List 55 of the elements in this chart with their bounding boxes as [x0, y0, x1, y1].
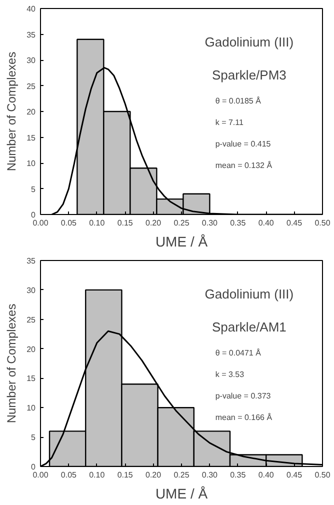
y-axis-title: Number of Complexes	[4, 304, 19, 424]
y-axis-title: Number of Complexes	[4, 52, 19, 172]
y-tick-label: 5	[31, 184, 36, 194]
x-tick-label: 0.50	[314, 470, 331, 480]
annotation: θ = 0.0185 Å	[215, 96, 262, 106]
x-tick-label: 0.35	[230, 470, 246, 480]
x-tick-label: 0.20	[146, 470, 162, 480]
x-tick-label: 0.25	[174, 218, 190, 228]
x-tick-label: 0.35	[230, 218, 246, 228]
text: Gadolinium (III)	[204, 286, 294, 302]
y-tick-label: 25	[26, 315, 36, 324]
annotation: θ = 0.0471 Å	[215, 348, 262, 358]
y-tick-label: 15	[26, 133, 36, 142]
text: Gadolinium (III)	[204, 34, 294, 50]
annotation: mean = 0.166 Å	[215, 413, 273, 422]
y-tick-label: 20	[26, 344, 36, 354]
y-tick-label: 20	[26, 108, 36, 116]
x-tick-label: 0.40	[258, 470, 274, 480]
y-tick-label: 25	[26, 82, 36, 91]
x-axis-title: UME / Å	[155, 486, 208, 502]
annotation: p-value = 0.415	[215, 140, 272, 149]
y-tick-label: 15	[26, 374, 36, 384]
y-tick-label: 10	[26, 404, 36, 413]
annotation: k = 7.11	[215, 118, 244, 127]
annotation: mean = 0.132 Å	[215, 161, 273, 170]
x-tick-label: 0.05	[60, 218, 78, 228]
y-tick-label: 0	[31, 462, 36, 472]
x-tick-label: 0.30	[202, 218, 218, 228]
x-tick-label: 0.10	[89, 470, 106, 480]
x-tick-label: 0.00	[32, 218, 49, 228]
y-tick-label: 10	[26, 159, 36, 168]
y-tick-label: 35	[26, 256, 36, 266]
y-tick-label: 30	[26, 56, 36, 65]
x-tick-label: 0.20	[146, 218, 162, 228]
text: Sparkle/PM3	[212, 68, 286, 83]
x-tick-label: 0.45	[286, 470, 303, 480]
x-tick-label: 0.05	[60, 470, 78, 480]
y-tick-label: 0	[31, 210, 36, 220]
annotation: k = 3.53	[215, 370, 245, 379]
y-tick-label: 5	[31, 433, 36, 442]
text: Sparkle/AM1	[212, 320, 286, 335]
x-tick-label: 0.30	[202, 470, 218, 480]
x-tick-label: 0.40	[258, 218, 274, 228]
x-tick-label: 0.00	[32, 470, 49, 480]
y-tick-label: 35	[26, 30, 36, 40]
x-axis-title: UME / Å	[155, 234, 208, 250]
x-tick-label: 0.15	[117, 470, 134, 480]
x-tick-label: 0.45	[286, 218, 303, 228]
x-tick-label: 0.50	[314, 218, 331, 228]
annotation: p-value = 0.373	[215, 392, 272, 401]
y-tick-label: 40	[26, 4, 36, 14]
x-tick-label: 0.25	[174, 470, 190, 480]
y-tick-label: 30	[26, 286, 36, 295]
x-tick-label: 0.15	[117, 218, 134, 228]
x-tick-label: 0.10	[89, 218, 106, 228]
